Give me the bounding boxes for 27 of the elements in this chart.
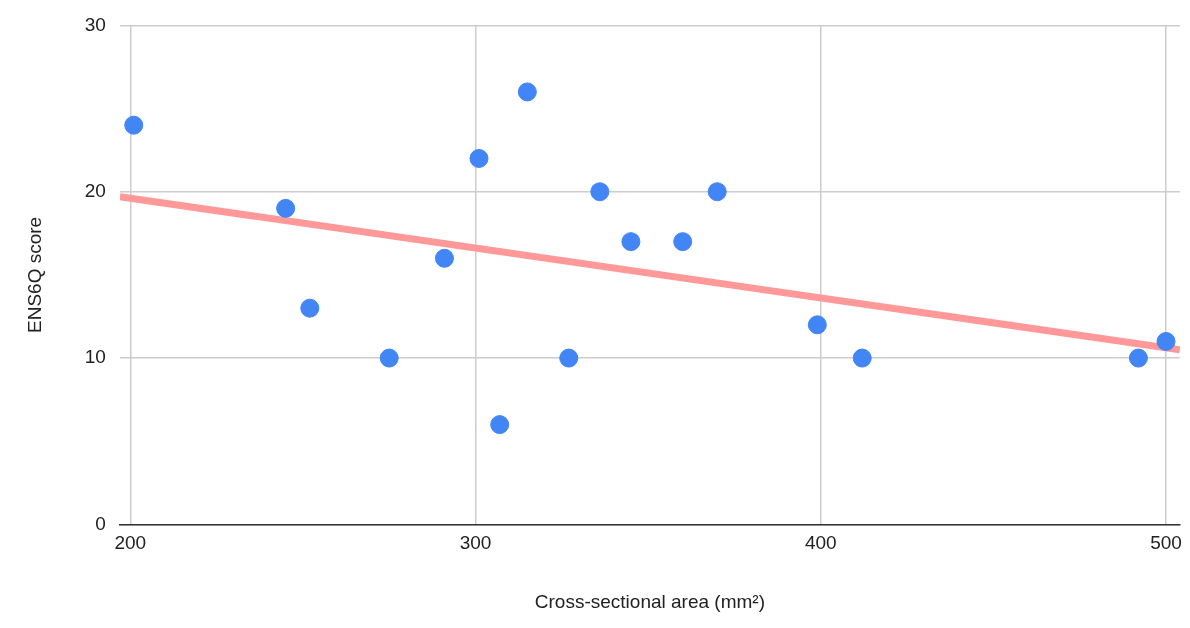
x-tick-label: 300 xyxy=(459,532,492,554)
x-tick-label: 500 xyxy=(1150,532,1182,554)
x-tick-label: 400 xyxy=(804,532,837,554)
point xyxy=(1156,331,1176,351)
point xyxy=(1128,348,1148,368)
point xyxy=(276,198,296,218)
point xyxy=(559,348,579,368)
point xyxy=(300,298,320,318)
point xyxy=(490,415,510,435)
point xyxy=(673,232,693,252)
point xyxy=(621,232,641,252)
x-tick-label: 200 xyxy=(114,532,147,554)
point xyxy=(707,182,727,202)
y-tick-label: 0 xyxy=(95,512,106,534)
y-tick-label: 30 xyxy=(84,13,106,35)
point xyxy=(807,315,827,335)
point xyxy=(434,248,454,268)
point xyxy=(124,115,144,135)
point xyxy=(852,348,872,368)
y-axis-title: ENS6Q score xyxy=(23,216,45,333)
point xyxy=(590,182,610,202)
y-tick-label: 10 xyxy=(84,346,106,368)
point xyxy=(379,348,399,368)
x-axis-title: Cross-sectional area (mm²) xyxy=(534,590,765,612)
point xyxy=(469,148,489,168)
point xyxy=(517,82,537,102)
y-tick-label: 20 xyxy=(84,179,106,201)
